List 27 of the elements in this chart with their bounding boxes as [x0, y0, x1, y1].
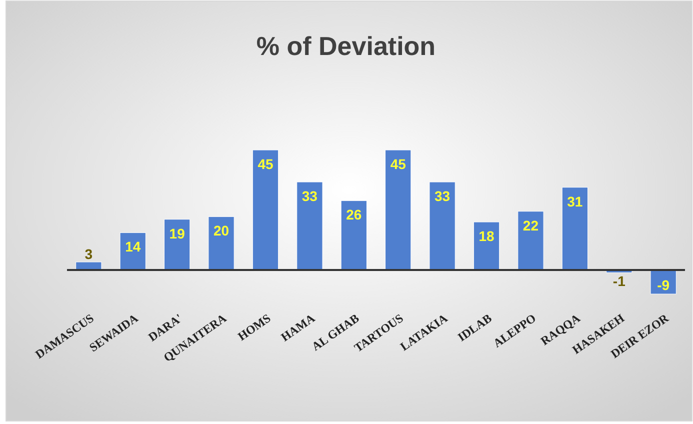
data-label: 45	[390, 156, 406, 172]
bar	[164, 219, 190, 270]
bar	[340, 200, 367, 270]
bar	[120, 232, 146, 270]
chart-title: % of Deviation	[256, 31, 436, 61]
data-label: 19	[169, 225, 186, 242]
data-label: 26	[346, 206, 362, 223]
data-label: -9	[657, 277, 670, 293]
data-label: 31	[567, 193, 583, 210]
data-label: 20	[213, 222, 230, 239]
bar	[385, 150, 412, 270]
bar	[429, 182, 456, 270]
data-label: -1	[612, 273, 626, 289]
bar	[252, 150, 279, 270]
data-label: 22	[522, 217, 539, 234]
bar	[296, 182, 323, 270]
bar	[76, 262, 102, 270]
bar	[518, 211, 544, 270]
bar	[562, 187, 588, 270]
bar	[208, 216, 234, 270]
data-label: 14	[125, 238, 141, 255]
bar	[473, 222, 500, 270]
data-label: 45	[258, 156, 274, 172]
data-label: 3	[84, 246, 93, 262]
data-label: 33	[434, 188, 450, 204]
data-label: 33	[302, 188, 318, 204]
data-label: 18	[478, 228, 495, 244]
